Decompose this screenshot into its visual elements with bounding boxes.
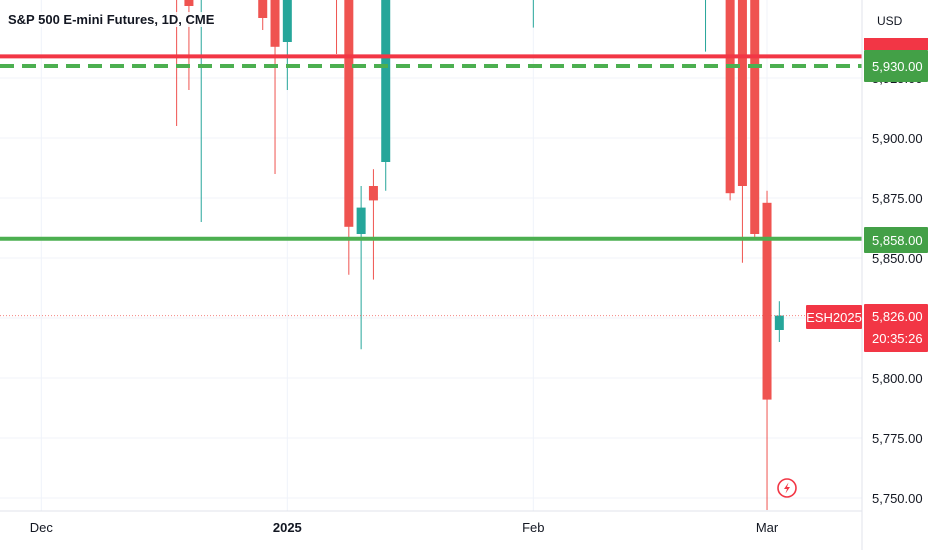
current-price-tag[interactable] xyxy=(864,304,928,352)
current-price-label: 5,826.00 xyxy=(872,309,923,324)
resistance-tag-edge xyxy=(864,38,928,50)
candles[interactable] xyxy=(172,0,784,510)
price-tick-label: 5,875.00 xyxy=(872,191,923,206)
candle-body[interactable] xyxy=(750,0,760,235)
time-axis[interactable]: Dec 2025 Feb Mar xyxy=(30,520,779,535)
time-tick-label: Feb xyxy=(522,520,544,535)
candle-body[interactable] xyxy=(774,315,784,330)
price-tick-label: 5,850.00 xyxy=(872,251,923,266)
symbol-tag[interactable] xyxy=(806,305,862,329)
candle-body[interactable] xyxy=(381,0,391,162)
symbol-title[interactable]: S&P 500 E-mini Futures, 1D, CME xyxy=(6,12,217,27)
price-tags: 5,930.00 5,858.00 ESH2025 5,826.00 20:35:26 xyxy=(806,38,928,352)
support-tag-label: 5,858.00 xyxy=(872,233,923,248)
time-tick-label: Dec xyxy=(30,520,54,535)
candle-body[interactable] xyxy=(270,0,280,47)
horizontal-lines[interactable] xyxy=(0,54,862,317)
support-tag[interactable] xyxy=(864,227,928,253)
countdown-label: 20:35:26 xyxy=(872,331,923,346)
flash-icon[interactable] xyxy=(777,478,797,498)
candle-body[interactable] xyxy=(737,0,747,187)
symbol-tag-label: ESH2025 xyxy=(806,310,862,325)
resistance-tag-label: 5,930.00 xyxy=(872,59,923,74)
candle-body[interactable] xyxy=(258,0,268,18)
price-tick-label: 5,750.00 xyxy=(872,491,923,506)
grid xyxy=(0,0,862,511)
candle-body[interactable] xyxy=(368,186,378,201)
time-tick-label: Mar xyxy=(756,520,779,535)
time-tick-label: 2025 xyxy=(273,520,302,535)
price-tick-label: 5,775.00 xyxy=(872,431,923,446)
candle-body[interactable] xyxy=(282,0,292,42)
price-axis-background[interactable] xyxy=(862,0,932,550)
candle-body[interactable] xyxy=(725,0,735,194)
resistance-tag[interactable] xyxy=(864,50,928,82)
currency-label[interactable]: USD xyxy=(877,14,903,28)
price-tick-label: 5,900.00 xyxy=(872,131,923,146)
price-tick-label: 5,800.00 xyxy=(872,371,923,386)
candle-body[interactable] xyxy=(184,0,194,6)
candle-body[interactable] xyxy=(356,207,366,234)
candle-body[interactable] xyxy=(762,202,772,400)
candle-body[interactable] xyxy=(344,0,354,227)
